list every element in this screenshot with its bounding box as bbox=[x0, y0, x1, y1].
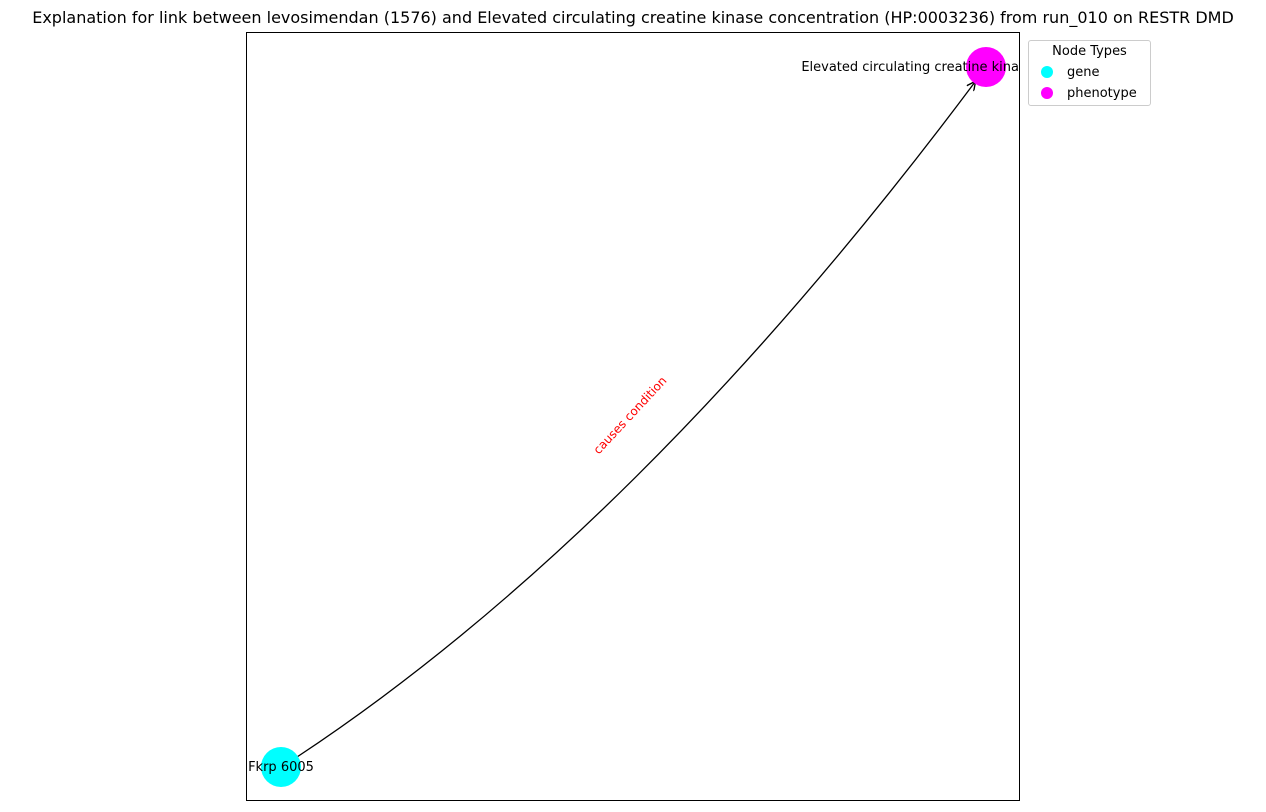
legend-marker-gene bbox=[1041, 66, 1053, 78]
edge-causes-condition bbox=[296, 82, 975, 758]
node-phenotype-hp[interactable] bbox=[966, 47, 1006, 87]
legend-title: Node Types bbox=[1052, 44, 1127, 59]
legend-marker-phenotype bbox=[1041, 87, 1053, 99]
node-label-fkrp: Fkrp 6005 bbox=[248, 760, 314, 775]
legend-label-phenotype: phenotype bbox=[1067, 85, 1137, 101]
plot-area bbox=[246, 32, 1020, 801]
node-label-hp: Elevated circulating creatine kina bbox=[801, 60, 1019, 75]
chart-title: Explanation for link between levosimenda… bbox=[32, 8, 1234, 27]
legend-label-gene: gene bbox=[1067, 64, 1100, 80]
node-gene-fkrp[interactable] bbox=[261, 747, 301, 787]
legend: Node Types gene phenotype bbox=[1028, 40, 1151, 106]
edge-label: causes condition bbox=[591, 374, 670, 457]
legend-item-gene: gene bbox=[1041, 63, 1100, 81]
legend-item-phenotype: phenotype bbox=[1041, 84, 1137, 102]
